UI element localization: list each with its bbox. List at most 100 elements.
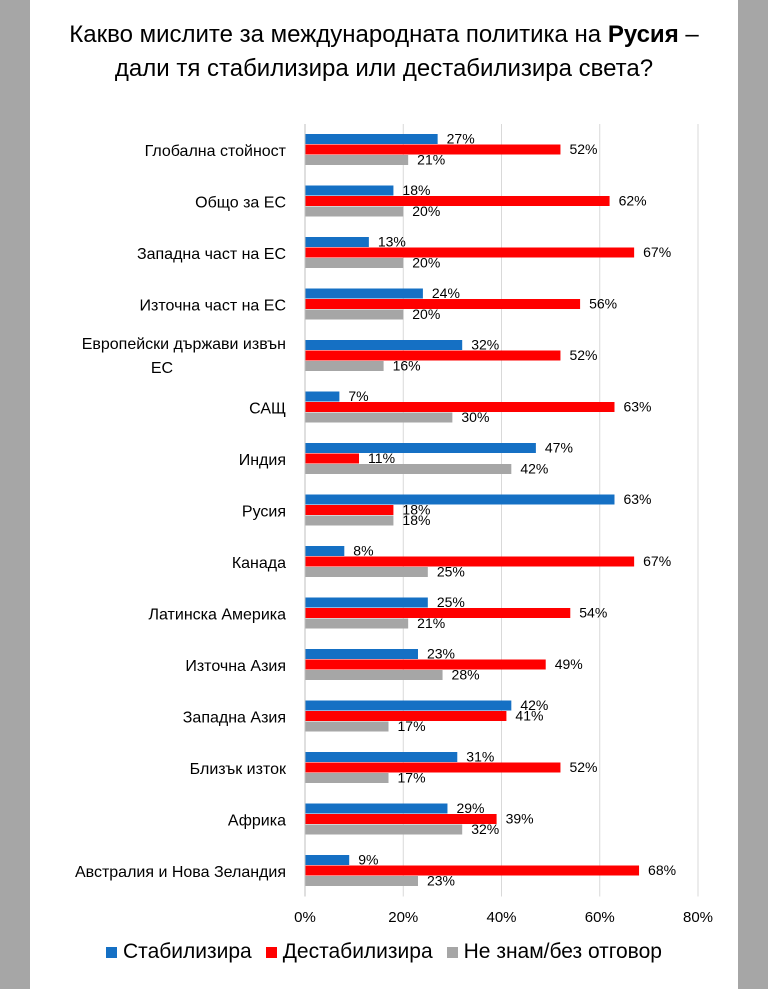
data-label-stabilize: 8% — [353, 543, 373, 559]
data-label-dontknow: 20% — [412, 255, 440, 271]
bar-stabilize — [305, 700, 512, 711]
bar-dontknow — [305, 515, 394, 526]
bar-destabilize — [305, 608, 571, 618]
bar-stabilize — [305, 752, 458, 762]
data-label-destabilize: 54% — [579, 605, 607, 621]
data-label-dontknow: 20% — [412, 306, 440, 322]
bar-destabilize — [305, 247, 635, 258]
legend-item-destabilize: Дестабилизира — [265, 940, 433, 964]
data-label-destabilize: 49% — [555, 656, 583, 672]
title-line2: дали тя стабилизира или дестабилизира св… — [114, 55, 654, 82]
x-tick-label: 0% — [294, 909, 316, 926]
bar-destabilize — [305, 556, 635, 567]
bar-destabilize — [305, 814, 497, 824]
data-label-dontknow: 17% — [398, 718, 426, 734]
data-label-destabilize: 39% — [506, 811, 534, 827]
category-label: Русия — [242, 504, 286, 521]
legend-swatch-dontknow — [446, 946, 458, 958]
data-label-destabilize: 67% — [643, 553, 671, 569]
category-label: САЩ — [249, 401, 286, 418]
bar-stabilize — [305, 649, 418, 659]
data-label-destabilize: 62% — [619, 193, 647, 209]
data-label-stabilize: 25% — [437, 594, 465, 610]
title-line1-before: Какво мислите за международната политика… — [69, 21, 608, 48]
data-label-dontknow: 21% — [417, 152, 445, 168]
data-label-dontknow: 32% — [471, 821, 499, 837]
data-label-stabilize: 24% — [432, 285, 460, 301]
bar-destabilize — [305, 299, 581, 309]
data-label-dontknow: 28% — [452, 667, 480, 683]
legend: Стабилизира Дестабилизира Не знам/без от… — [0, 940, 768, 964]
data-label-destabilize: 52% — [569, 141, 597, 157]
x-tick-label: 40% — [486, 909, 516, 926]
bar-stabilize — [305, 546, 345, 556]
bar-destabilize — [305, 196, 610, 206]
category-label: Индия — [239, 452, 286, 469]
data-label-dontknow: 23% — [427, 873, 455, 889]
legend-label-destabilize: Дестабилизира — [282, 940, 433, 963]
category-label: Близък изток — [190, 761, 287, 778]
bar-stabilize — [305, 134, 438, 144]
legend-item-dontknow: Не знам/без отговор — [446, 940, 662, 964]
category-label: Канада — [232, 555, 286, 572]
category-label: Източна част на ЕС — [140, 298, 286, 315]
data-label-destabilize: 67% — [643, 244, 671, 260]
data-label-stabilize: 9% — [358, 852, 378, 868]
legend-label-stabilize: Стабилизира — [123, 940, 252, 963]
data-label-dontknow: 42% — [520, 461, 548, 477]
bar-destabilize — [305, 144, 561, 155]
chart-title: Какво мислите за международната политика… — [0, 18, 768, 86]
bar-stabilize — [305, 185, 394, 196]
bar-destabilize — [305, 762, 561, 773]
x-tick-label: 60% — [585, 909, 615, 926]
category-label: Латинска Америка — [149, 607, 287, 624]
data-label-dontknow: 16% — [393, 358, 421, 374]
category-label: Западна Азия — [183, 710, 286, 727]
data-label-dontknow: 17% — [398, 770, 426, 786]
category-label: Африка — [228, 813, 286, 830]
bar-stabilize — [305, 597, 428, 608]
bar-destabilize — [305, 453, 360, 464]
x-tick-label: 80% — [683, 909, 713, 926]
bar-stabilize — [305, 443, 536, 453]
bar-stabilize — [305, 391, 340, 402]
category-label: Общо за ЕС — [195, 195, 286, 212]
category-label: Австралия и Нова Зеландия — [75, 864, 286, 881]
bar-destabilize — [305, 659, 546, 670]
bar-dontknow — [305, 876, 418, 886]
data-label-stabilize: 7% — [348, 388, 368, 404]
data-label-destabilize: 63% — [623, 399, 651, 415]
bar-destabilize — [305, 402, 615, 412]
bar-dontknow — [305, 824, 463, 835]
bar-destabilize — [305, 350, 561, 361]
bar-dontknow — [305, 464, 512, 474]
data-label-stabilize: 18% — [402, 182, 430, 198]
bar-dontknow — [305, 670, 443, 680]
bar-dontknow — [305, 721, 389, 732]
data-label-dontknow: 30% — [461, 409, 489, 425]
data-label-stabilize: 42% — [520, 697, 548, 713]
data-label-stabilize: 27% — [447, 131, 475, 147]
bar-dontknow — [305, 206, 404, 217]
legend-swatch-stabilize — [106, 946, 118, 958]
bar-destabilize — [305, 505, 394, 515]
data-label-stabilize: 63% — [623, 491, 651, 507]
bar-destabilize — [305, 711, 507, 721]
bar-dontknow — [305, 155, 409, 165]
data-label-stabilize: 32% — [471, 337, 499, 353]
category-label: ЕС — [151, 360, 173, 377]
data-label-destabilize: 52% — [569, 759, 597, 775]
bar-dontknow — [305, 309, 404, 320]
data-label-stabilize: 13% — [378, 234, 406, 250]
data-label-stabilize: 31% — [466, 749, 494, 765]
data-label-dontknow: 25% — [437, 564, 465, 580]
category-label: Западна част на ЕС — [137, 246, 286, 263]
bar-dontknow — [305, 361, 384, 371]
bar-stabilize — [305, 237, 369, 247]
title-line1-after: – — [678, 21, 699, 48]
bar-dontknow — [305, 773, 389, 783]
category-label: Глобална стойност — [145, 143, 287, 160]
x-tick-label: 20% — [388, 909, 418, 926]
data-label-destabilize: 11% — [368, 450, 395, 466]
data-label-dontknow: 21% — [417, 615, 445, 631]
